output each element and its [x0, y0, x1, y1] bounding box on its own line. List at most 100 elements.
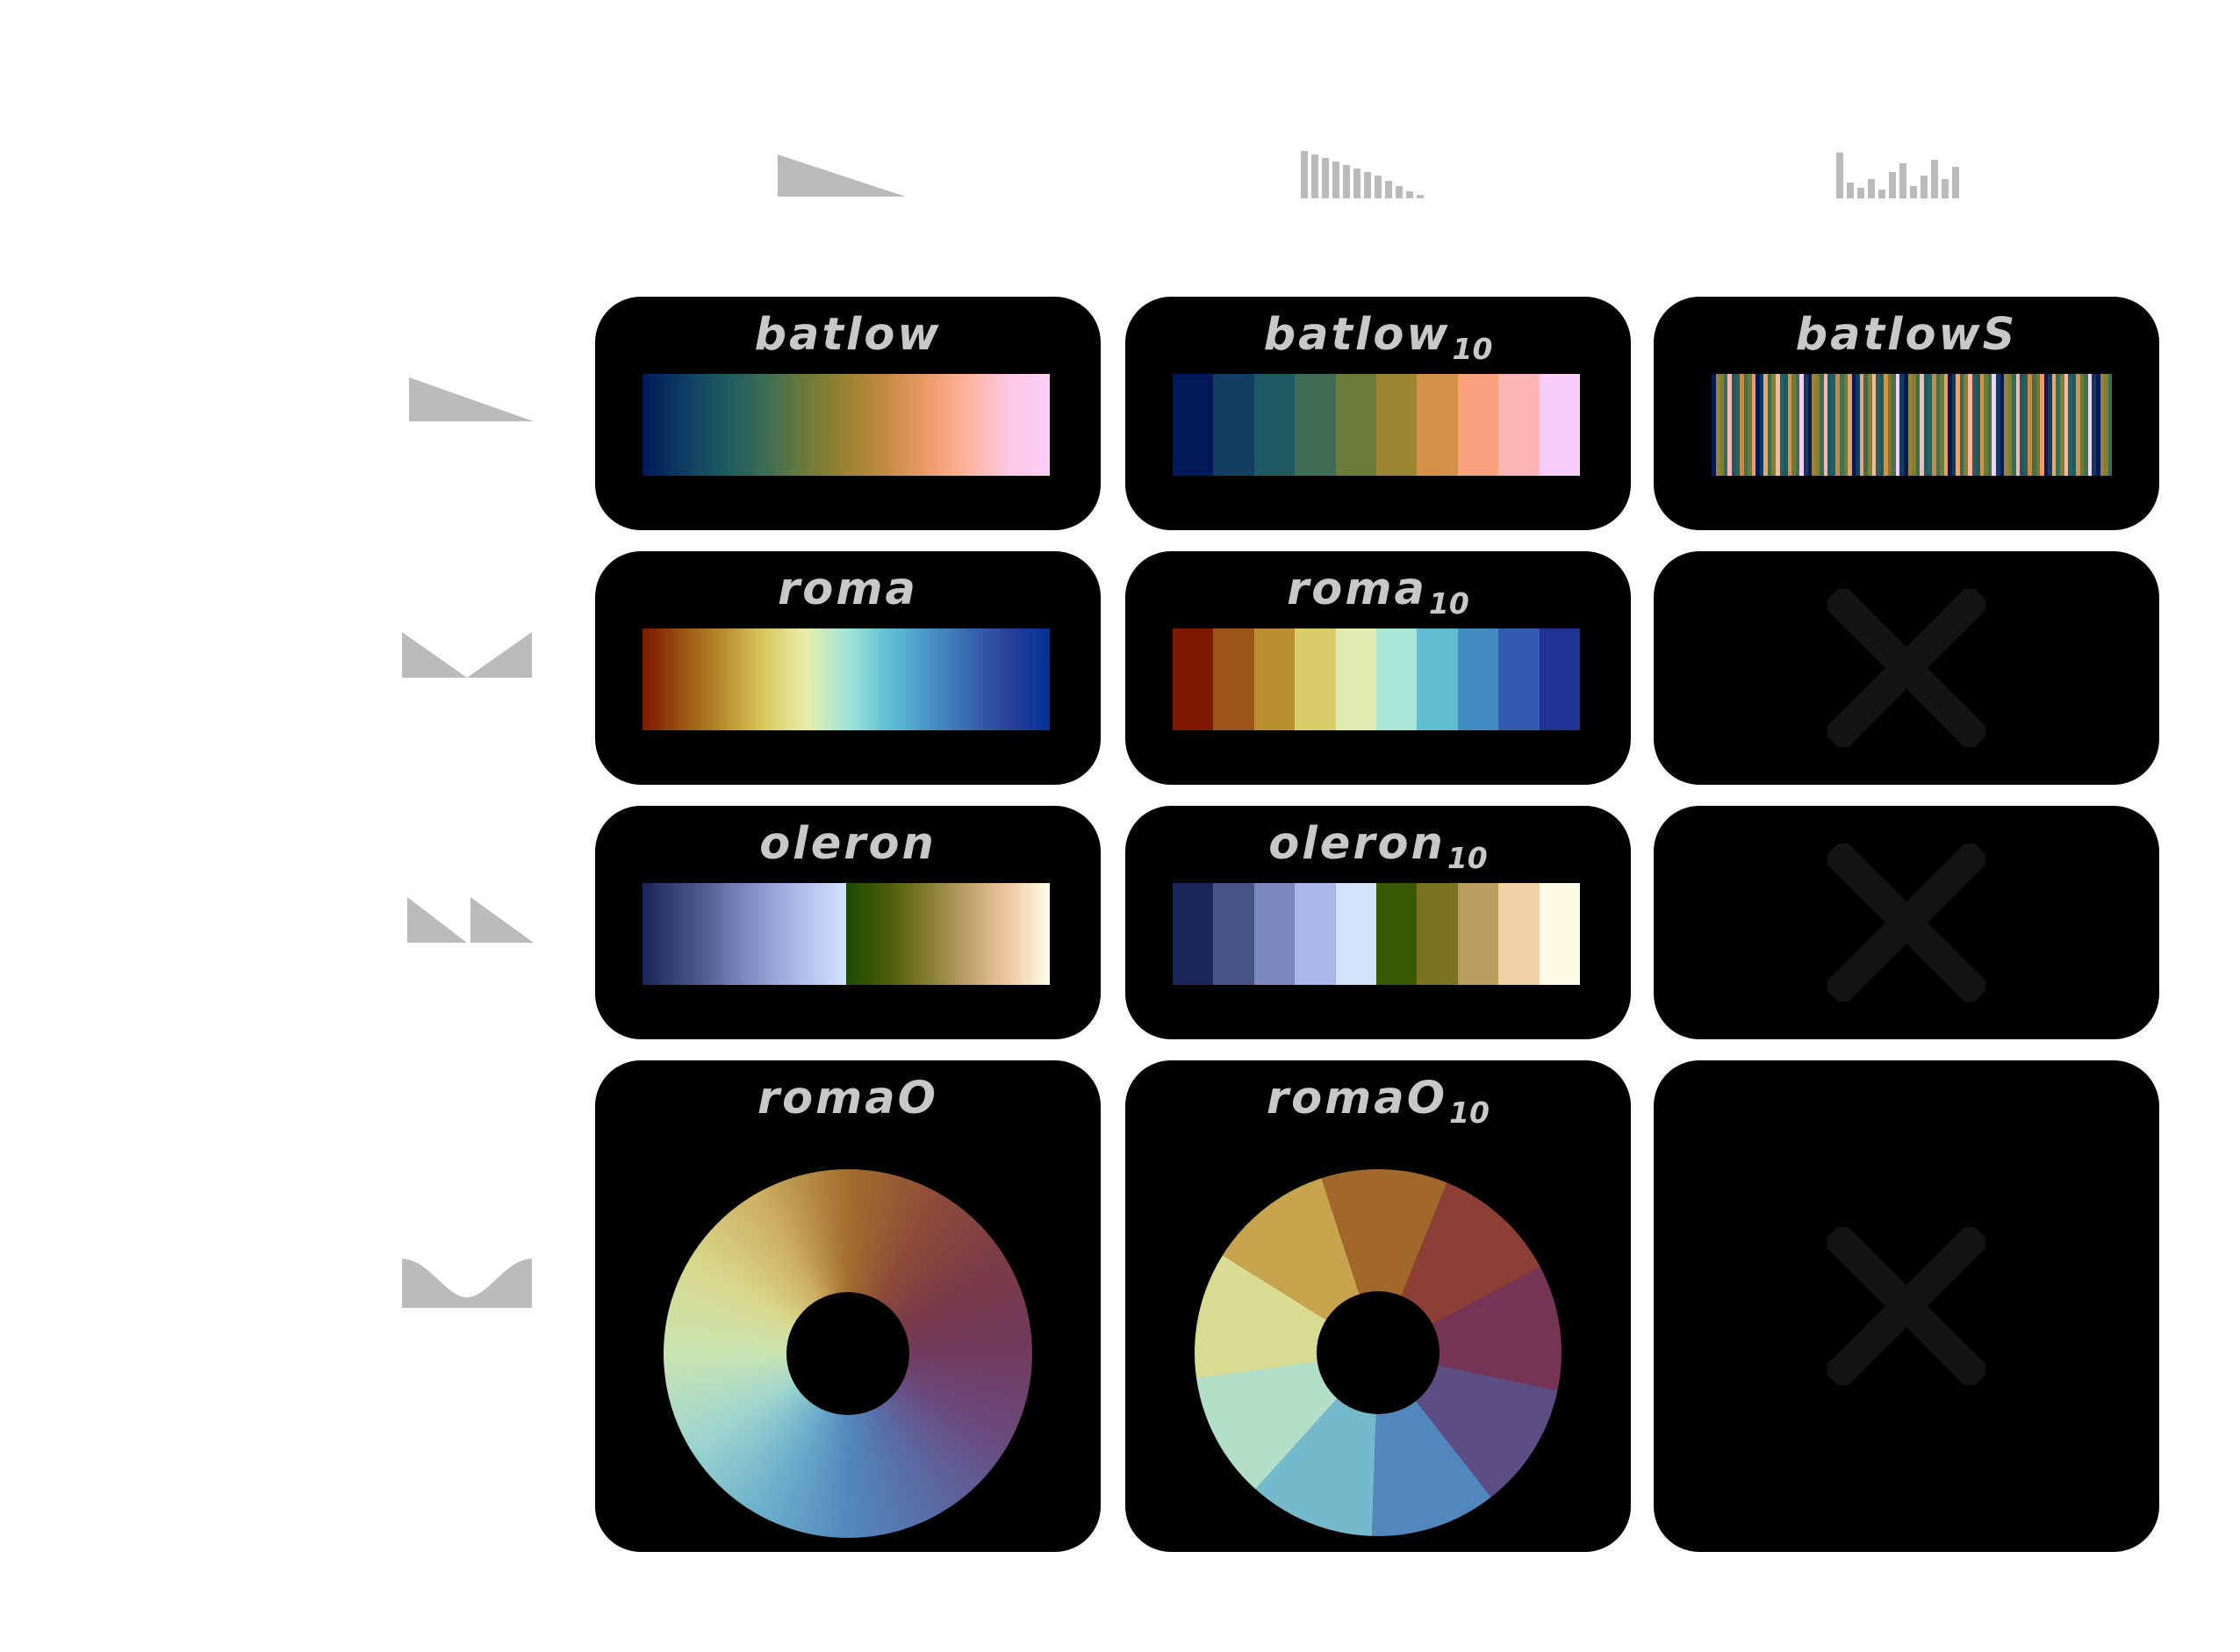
- colormap-name: roma: [1287, 564, 1427, 615]
- categorical-icon-bar: [1942, 179, 1949, 198]
- colormap-swatch: [1904, 374, 1908, 476]
- colormap-swatch: [2020, 374, 2024, 476]
- colormap-title: romaO: [595, 1073, 1101, 1124]
- colormap-swatch: [1923, 374, 1928, 476]
- colormap-wheel-hole: [786, 1292, 909, 1415]
- colormap-name: batlow: [1263, 309, 1451, 361]
- discrete-icon-bar: [1406, 191, 1413, 198]
- colormap-swatch: [1851, 374, 1856, 476]
- colormap-swatch: [1912, 374, 1916, 476]
- colormap-discrete-strip: [1173, 883, 1581, 985]
- colormap-title: oleron10: [1125, 818, 1631, 875]
- colormap-swatch: [1831, 374, 1836, 476]
- colormap-gradient-strip: [643, 628, 1050, 730]
- colormap-swatch: [1920, 374, 1924, 476]
- colormap-swatch: [1295, 883, 1336, 985]
- categorical-icon-bar: [1836, 153, 1843, 198]
- colormap-card: batlowS: [1654, 297, 2159, 530]
- colormap-swatch: [1335, 628, 1377, 730]
- colormap-swatch: [1812, 374, 1816, 476]
- colormap-swatch: [2040, 374, 2044, 476]
- discrete-icon-bar: [1353, 169, 1361, 198]
- discrete-icon-bar: [1364, 172, 1371, 198]
- colormap-swatch: [1884, 374, 1888, 476]
- colormap-swatch: [1956, 374, 1960, 476]
- colormap-swatch: [1915, 374, 1921, 476]
- colormap-swatch: [1935, 374, 1941, 476]
- discrete-icon-bar: [1311, 154, 1318, 198]
- colormap-swatch: [1335, 374, 1377, 476]
- colormap-swatch: [1848, 374, 1852, 476]
- colormap-swatch: [1767, 374, 1772, 476]
- categorical-icon-bar: [1878, 190, 1885, 198]
- colormap-swatch: [1173, 374, 1214, 476]
- discrete-icon-bar: [1417, 195, 1424, 198]
- colormap-swatch: [1376, 374, 1418, 476]
- colormap-swatch: [2056, 374, 2060, 476]
- colormap-subscript: 10: [1452, 331, 1493, 366]
- colormap-card: romaO: [595, 1060, 1101, 1552]
- colormap-swatch: [1943, 374, 1949, 476]
- colormap-card: oleron: [595, 806, 1101, 1039]
- colormap-name: romaO: [1266, 1073, 1448, 1124]
- colormap-swatch: [1948, 374, 1952, 476]
- colormap-swatch: [1253, 628, 1296, 730]
- colormap-swatch: [1976, 374, 1980, 476]
- colormap-swatch: [1759, 374, 1764, 476]
- sequential-profile-icon: [409, 377, 534, 421]
- colormap-swatch: [1835, 374, 1840, 476]
- continuous-gradient-icon: [778, 154, 906, 197]
- colormap-swatch: [1820, 374, 1824, 476]
- colormap-swatch: [2068, 374, 2072, 476]
- colormap-swatch: [1823, 374, 1828, 476]
- colormap-swatch: [1840, 374, 1844, 476]
- colormap-card: roma10: [1125, 551, 1631, 785]
- colormap-swatch: [1712, 374, 1716, 476]
- colormap-swatch: [1295, 374, 1336, 476]
- colormap-swatch: [1787, 374, 1792, 476]
- colormap-gradient-strip: [643, 883, 1050, 985]
- colormap-swatch: [1727, 374, 1732, 476]
- categorical-icon-bar: [1952, 167, 1959, 198]
- discrete-icon-bar: [1343, 165, 1350, 198]
- colormap-swatch: [1968, 374, 1972, 476]
- colormap-swatch: [1879, 374, 1885, 476]
- colormap-swatch: [1959, 374, 1964, 476]
- colormap-swatch: [1784, 374, 1788, 476]
- colormap-swatch: [2107, 374, 2113, 476]
- colormap-subscript: 10: [1428, 585, 1469, 621]
- cyclic-profile-icon: [402, 1259, 532, 1308]
- colormap-title: oleron: [595, 818, 1101, 870]
- colormap-name: oleron: [1268, 818, 1446, 870]
- colormap-gradient-strip: [643, 374, 1050, 476]
- colormap-swatch: [2100, 374, 2105, 476]
- colormap-swatch: [2004, 374, 2008, 476]
- colormap-swatch: [1755, 374, 1760, 476]
- colormap-swatch: [1739, 374, 1744, 476]
- colormap-swatch: [2023, 374, 2028, 476]
- unavailable-cross-icon: [1827, 844, 1985, 1002]
- colormap-swatch: [1876, 374, 1880, 476]
- colormap-swatch: [1457, 883, 1499, 985]
- colormap-title: romaO10: [1125, 1073, 1631, 1130]
- discrete-icon-bar: [1396, 186, 1403, 198]
- colormap-swatch: [1992, 374, 1996, 476]
- empty-colormap-card: [1654, 1060, 2159, 1552]
- colormap-swatch: [1867, 374, 1872, 476]
- colormap-swatch: [2092, 374, 2096, 476]
- colormap-swatch: [1539, 374, 1581, 476]
- colormap-swatch: [1498, 883, 1540, 985]
- colormap-swatch: [1417, 374, 1458, 476]
- colormap-swatch: [1735, 374, 1740, 476]
- colormap-name: romaO: [757, 1073, 939, 1124]
- colormap-swatch: [1715, 374, 1720, 476]
- colormap-swatch: [1498, 628, 1540, 730]
- colormap-subscript: 10: [1449, 1095, 1490, 1130]
- colormap-swatch: [1795, 374, 1800, 476]
- colormap-swatch: [1723, 374, 1728, 476]
- discrete-icon-bar: [1332, 162, 1339, 198]
- unavailable-cross-icon: [1827, 1227, 1985, 1385]
- colormap-swatch: [2051, 374, 2057, 476]
- colormap-swatch: [1376, 628, 1418, 730]
- colormap-swatch: [1213, 374, 1254, 476]
